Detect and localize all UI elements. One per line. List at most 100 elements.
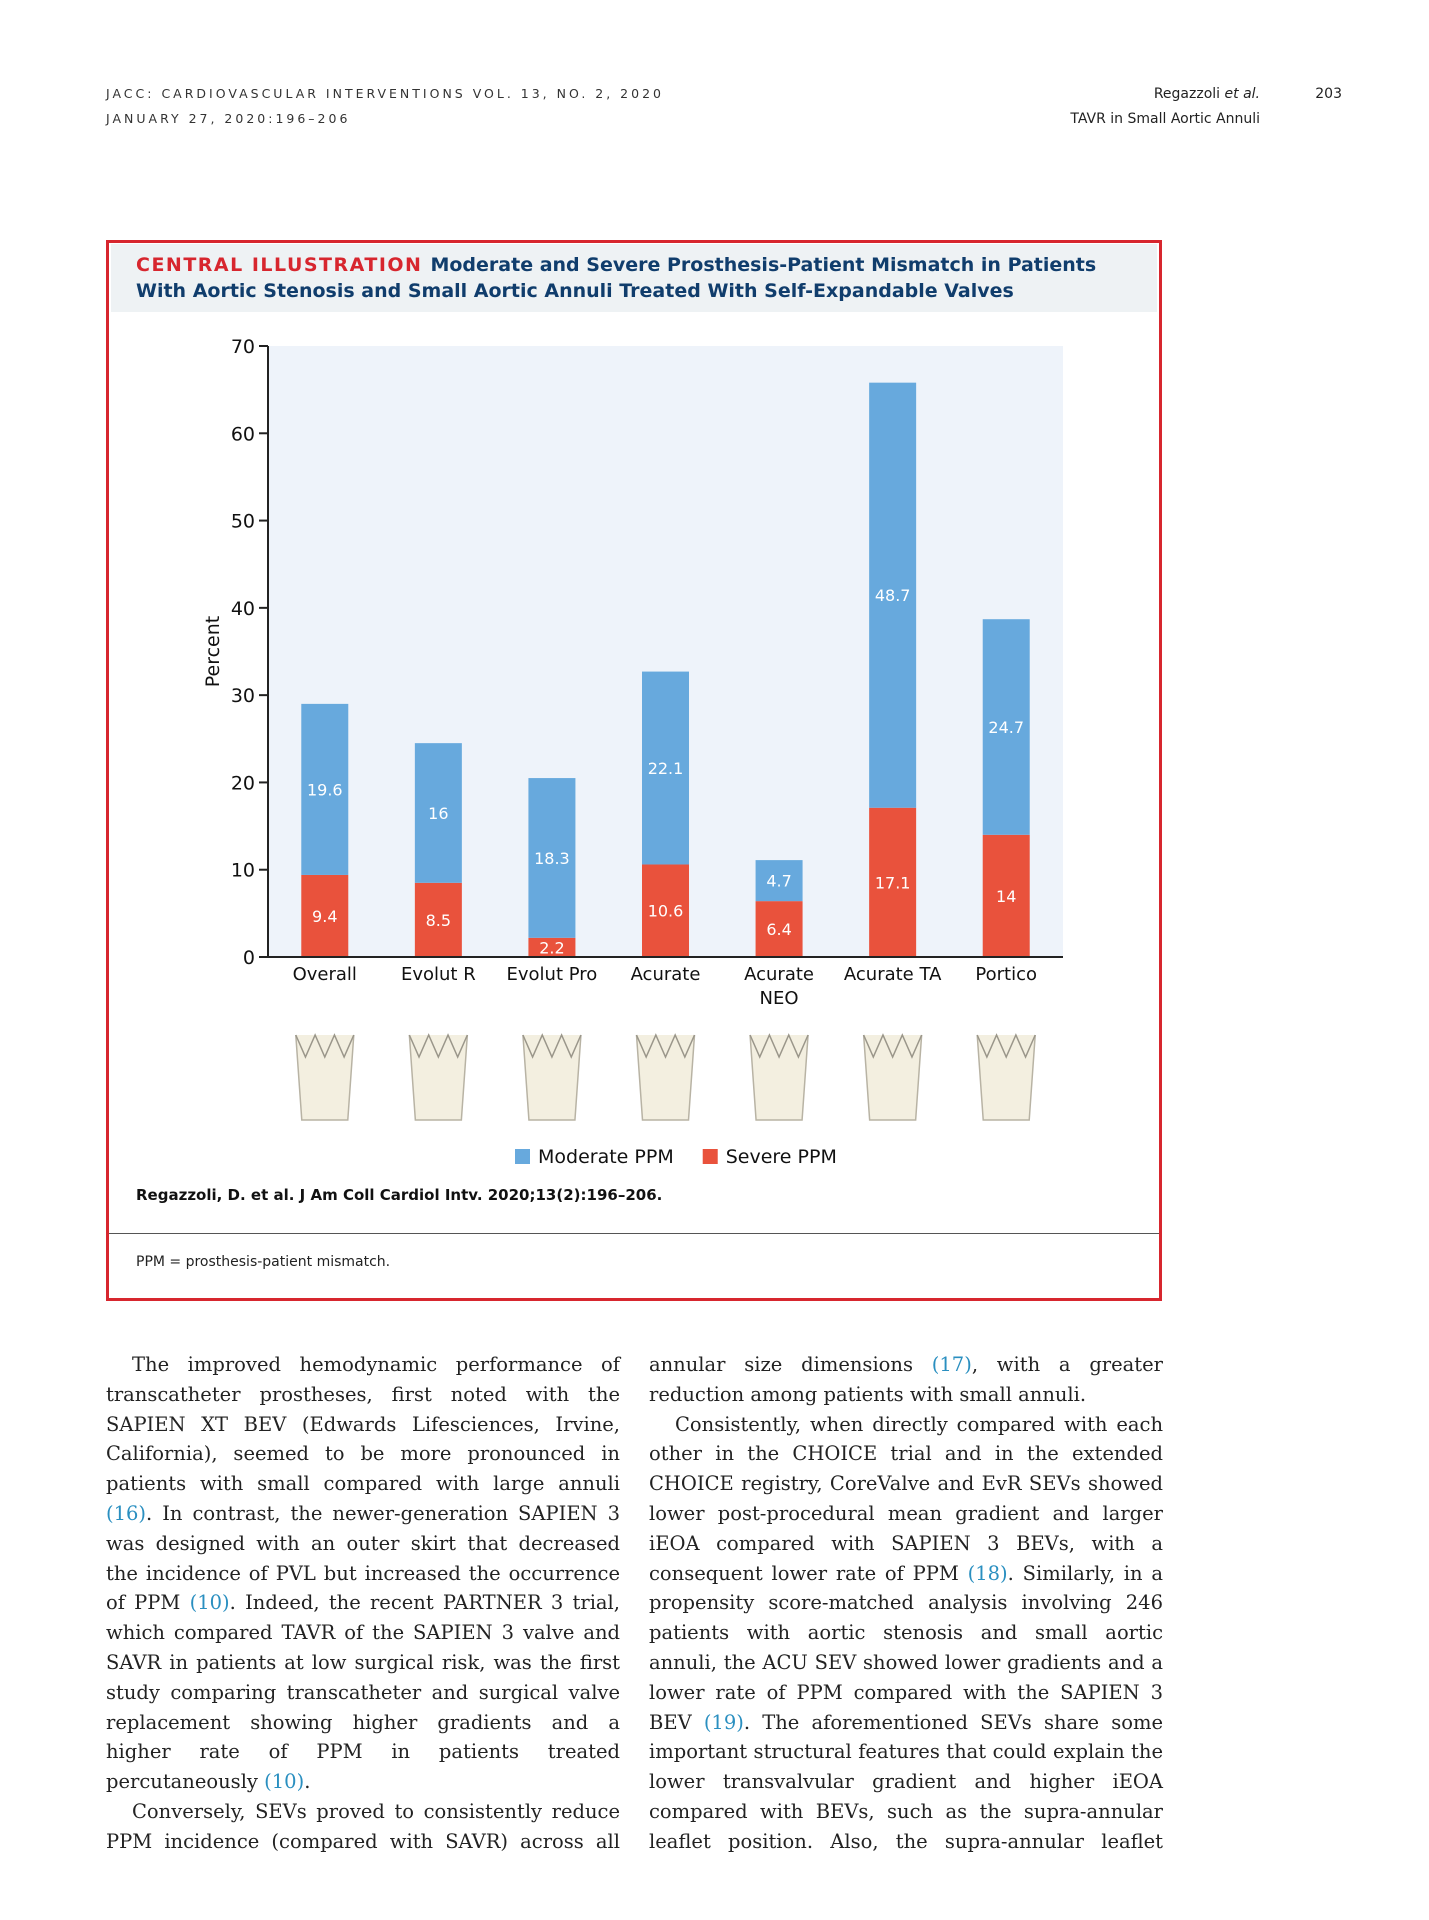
legend-swatch — [702, 1149, 718, 1164]
illustration-label: CENTRAL ILLUSTRATION — [136, 254, 423, 276]
y-tick-label: 10 — [231, 860, 255, 882]
reference: (18) — [967, 1561, 1008, 1585]
valve-lattice — [522, 1033, 582, 1059]
illustration-box — [106, 240, 1162, 1301]
valve-image — [749, 1033, 809, 1121]
bar-segment — [301, 874, 349, 957]
y-tick-label: 50 — [231, 511, 255, 533]
valve-image — [976, 1033, 1036, 1121]
x-tick-label: Acurate TA — [843, 964, 942, 985]
bar-segment — [869, 382, 917, 808]
y-tick-label: 30 — [231, 685, 255, 707]
x-tick-label: Acurate NEO — [744, 964, 814, 1009]
valve-image — [862, 1033, 923, 1121]
reference: (16) — [106, 1501, 147, 1525]
valve-image — [635, 1033, 696, 1121]
y-tick-label: 0 — [243, 947, 255, 969]
data-label: 19.6 — [307, 780, 343, 799]
bar-segment — [301, 703, 349, 875]
valve-lattice — [295, 1033, 355, 1059]
data-label: 48.7 — [875, 586, 911, 605]
author: Regazzoli — [1153, 86, 1221, 102]
text-run: . In contrast, the newer-generation SAPI… — [106, 1501, 620, 1615]
data-label: 10.6 — [648, 902, 684, 921]
valve-frame — [635, 1034, 696, 1121]
legend-label: Moderate PPM — [538, 1146, 674, 1168]
text-run: annular size dimensions — [649, 1353, 932, 1376]
valve-lattice — [635, 1033, 696, 1059]
illustration-heading: Moderate and Severe Prosthesis-Patient M… — [136, 254, 1097, 302]
valve-lattice — [862, 1033, 923, 1059]
bar-segment — [982, 834, 1030, 957]
title-band — [111, 244, 1157, 312]
running-title: TAVR in Small Aortic Annuli — [1070, 111, 1260, 127]
data-label: 17.1 — [875, 873, 911, 892]
valve-frame — [749, 1034, 809, 1121]
paragraph: Conversely, SEVs proved to consistently … — [106, 1797, 620, 1857]
bar-segment — [528, 778, 576, 938]
bar-segment — [642, 671, 689, 865]
bar-segment — [982, 619, 1030, 835]
data-label: 22.1 — [648, 759, 684, 778]
data-label: 6.4 — [766, 920, 791, 939]
data-label: 2.2 — [539, 938, 564, 957]
data-label: 24.7 — [988, 718, 1024, 737]
chart: 0 10 20 30 40 50 60 70 Percent 9.4 19.6 8.5 16 2.2 18.… — [202, 336, 1063, 1168]
bar-segment — [528, 937, 576, 957]
text-run: . — [304, 1770, 311, 1794]
text-column: The improved hemodynamic performance of … — [106, 1350, 620, 1857]
data-label: 16 — [428, 804, 448, 823]
citation: Regazzoli, D. et al. J Am Coll Cardiol I… — [136, 1186, 663, 1204]
bar-segment — [755, 901, 803, 957]
data-label: 8.5 — [426, 911, 451, 930]
legend-swatch — [515, 1149, 530, 1164]
page-number: 203 — [1315, 86, 1342, 102]
valve-image — [522, 1033, 582, 1121]
data-label: 14 — [996, 887, 1016, 906]
valve-frame — [862, 1034, 923, 1121]
bar-segment — [755, 860, 803, 902]
text-run: . Indeed, the recent PARTNER 3 trial, wh… — [106, 1591, 620, 1794]
x-tick-label: Portico — [975, 964, 1037, 985]
text-run: . Similarly, in a propensity score-match… — [649, 1561, 1163, 1734]
text-run: Consistently, when directly compared wit… — [649, 1412, 1163, 1585]
x-tick-label: Evolut R — [400, 964, 476, 985]
y-tick-label: 40 — [231, 598, 255, 620]
reference: (17) — [931, 1353, 972, 1376]
illustration-title: CENTRAL ILLUSTRATION Moderate and Severe … — [136, 252, 1136, 304]
x-tick-label: Acurate — [630, 964, 701, 985]
valve-frame — [408, 1034, 469, 1121]
author-line: Regazzoli et al. — [1050, 86, 1260, 102]
valve-frame — [976, 1034, 1036, 1121]
bar-segment — [414, 743, 462, 883]
x-tick-label: Overall — [292, 964, 357, 985]
valve-lattice — [749, 1033, 809, 1059]
author-suffix: et al. — [1224, 86, 1260, 102]
reference: (10) — [264, 1770, 305, 1794]
x-tick-label: Evolut Pro — [506, 964, 598, 985]
text-run: The improved hemodynamic performance of … — [106, 1353, 620, 1496]
valve-image — [408, 1033, 469, 1121]
y-axis-label: Percent — [202, 616, 224, 688]
reference: (19) — [703, 1710, 744, 1734]
y-tick-label: 60 — [231, 423, 255, 445]
text-column: annular size dimensions (17), with a gre… — [649, 1350, 1163, 1857]
reference: (10) — [189, 1591, 230, 1615]
text-run: . The aforementioned SEVs share some imp… — [649, 1710, 1163, 1853]
data-label: 9.4 — [312, 907, 337, 926]
bar-segment — [642, 864, 689, 957]
paragraph: The improved hemodynamic performance of … — [106, 1350, 620, 1797]
valve-frame — [295, 1034, 355, 1121]
y-tick-label: 20 — [231, 772, 255, 794]
text-run: , with a greater reduction among patient… — [649, 1353, 1163, 1406]
valve-frame — [522, 1034, 582, 1121]
divider — [109, 1233, 1159, 1234]
journal-date: JANUARY 27, 2020:196–206 — [106, 111, 351, 126]
bar-segment — [414, 882, 462, 957]
valve-lattice — [976, 1033, 1036, 1059]
valve-lattice — [408, 1033, 469, 1059]
paragraph: annular size dimensions (17), with a gre… — [649, 1350, 1163, 1410]
legend-label: Severe PPM — [726, 1146, 837, 1168]
